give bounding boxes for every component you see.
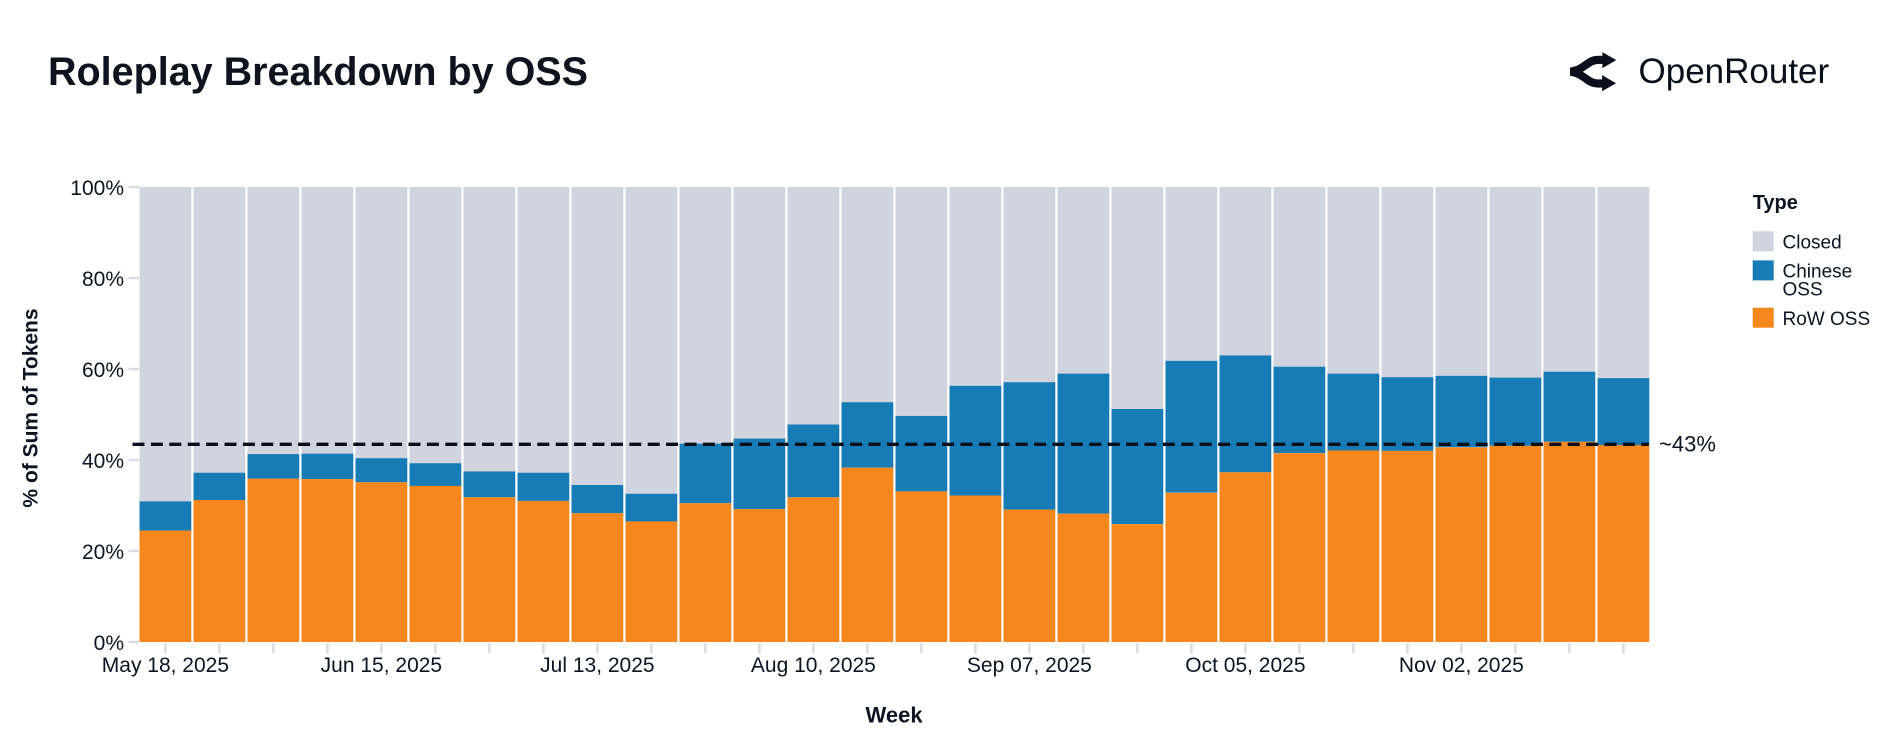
svg-text:Oct 05, 2025: Oct 05, 2025 bbox=[1185, 654, 1305, 677]
svg-text:Jun 15, 2025: Jun 15, 2025 bbox=[321, 654, 442, 677]
svg-text:OpenRouter: OpenRouter bbox=[1639, 52, 1830, 91]
svg-text:Week: Week bbox=[866, 702, 924, 727]
svg-text:~43%: ~43% bbox=[1659, 431, 1716, 456]
svg-text:Chinese: Chinese bbox=[1783, 261, 1853, 282]
svg-text:May 18, 2025: May 18, 2025 bbox=[102, 654, 229, 677]
svg-text:0%: 0% bbox=[94, 632, 124, 655]
svg-text:% of Sum of Tokens: % of Sum of Tokens bbox=[20, 308, 43, 507]
svg-text:Roleplay Breakdown by OSS: Roleplay Breakdown by OSS bbox=[48, 50, 588, 94]
svg-text:20%: 20% bbox=[82, 541, 124, 564]
svg-text:Jul 13, 2025: Jul 13, 2025 bbox=[540, 654, 654, 677]
svg-text:RoW OSS: RoW OSS bbox=[1783, 309, 1871, 330]
svg-text:OSS: OSS bbox=[1783, 279, 1823, 300]
svg-text:40%: 40% bbox=[82, 450, 124, 473]
svg-text:100%: 100% bbox=[70, 177, 124, 200]
svg-text:Closed: Closed bbox=[1783, 232, 1842, 253]
svg-text:Aug 10, 2025: Aug 10, 2025 bbox=[751, 654, 876, 677]
svg-text:Type: Type bbox=[1753, 192, 1798, 214]
svg-text:Sep 07, 2025: Sep 07, 2025 bbox=[967, 654, 1092, 677]
svg-text:80%: 80% bbox=[82, 268, 124, 291]
svg-text:60%: 60% bbox=[82, 359, 124, 382]
svg-text:Nov 02, 2025: Nov 02, 2025 bbox=[1399, 654, 1524, 677]
